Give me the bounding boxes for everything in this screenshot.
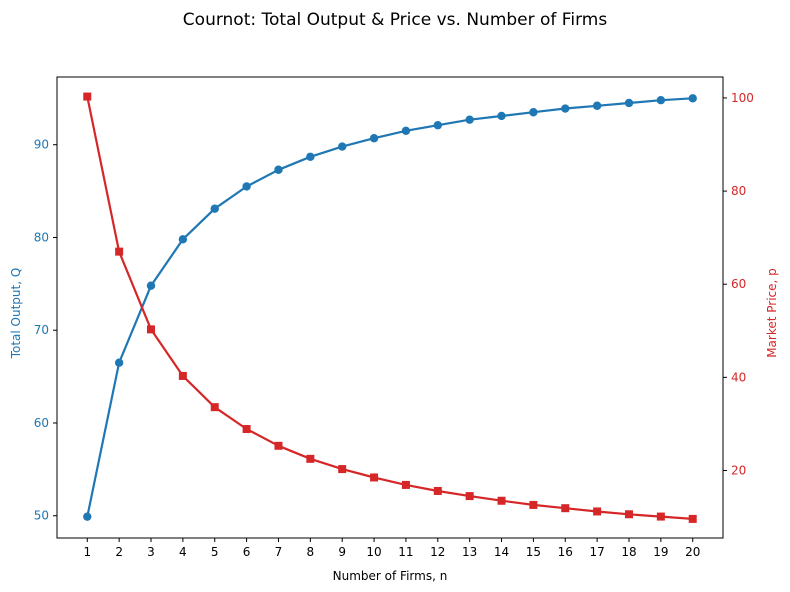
price-point [688, 514, 697, 523]
x-axis-title: Number of Firms, n [333, 569, 448, 583]
output-point [338, 142, 347, 151]
output-point [433, 121, 442, 130]
price-point [274, 441, 283, 450]
x-tick-label: 3 [147, 545, 155, 559]
x-tick-label: 4 [179, 545, 187, 559]
output-point [561, 104, 570, 113]
x-tick-label: 20 [685, 545, 700, 559]
output-point [210, 204, 219, 213]
output-point [497, 111, 506, 121]
output-point [592, 101, 602, 110]
y-right-tick-label: 80 [731, 184, 746, 198]
output-point [83, 512, 92, 521]
output-point [274, 165, 283, 174]
price-point [497, 496, 506, 505]
x-tick-label: 16 [558, 545, 573, 559]
x-tick-label: 2 [115, 545, 123, 559]
x-tick-label: 19 [653, 545, 668, 559]
output-point [656, 95, 666, 105]
x-tick-label: 8 [307, 545, 315, 559]
price-point [561, 504, 570, 513]
output-point [624, 98, 634, 108]
price-point [370, 473, 379, 482]
price-point [656, 512, 665, 521]
output-point [401, 126, 411, 135]
output-point [306, 152, 315, 161]
plot-frame [56, 76, 724, 539]
y-axis-left-title: Total Output, Q [9, 268, 23, 360]
price-point [178, 371, 187, 380]
price-point [593, 507, 602, 516]
chart-title: Cournot: Total Output & Price vs. Number… [183, 10, 608, 30]
output-point [688, 94, 697, 103]
x-tick-label: 11 [398, 545, 413, 559]
x-tick-label: 7 [275, 545, 283, 559]
y-left-tick-label: 90 [34, 138, 49, 152]
output-point [242, 182, 251, 191]
output-series-line [86, 97, 693, 517]
price-point [624, 510, 633, 519]
price-point [338, 465, 347, 474]
price-point [83, 92, 92, 101]
x-tick-label: 10 [366, 545, 381, 559]
x-tick-label: 1 [83, 545, 91, 559]
price-point [306, 454, 315, 463]
y-left-tick-label: 60 [34, 416, 49, 430]
y-right-tick-label: 40 [731, 370, 746, 384]
output-point [178, 235, 188, 244]
output-point [369, 134, 379, 143]
price-point [242, 425, 251, 434]
y-right-tick-label: 100 [731, 91, 754, 105]
x-tick-label: 17 [589, 545, 604, 559]
price-point [147, 325, 156, 334]
y-axis-right-title: Market Price, p [765, 268, 779, 358]
plot-area: 1 2 3 4 5 6 7 8 9 10 11 12 13 14 15 16 17 18 19 20506070809… [34, 76, 754, 559]
price-point [401, 480, 410, 489]
x-tick-label: 18 [621, 545, 636, 559]
price-series-line [86, 96, 693, 520]
price-point [465, 492, 474, 501]
price-point [529, 500, 538, 509]
price-point [210, 403, 219, 412]
y-left-tick-label: 50 [34, 509, 49, 523]
price-point [433, 486, 442, 495]
y-right-tick-label: 20 [731, 463, 746, 477]
x-tick-label: 9 [338, 545, 346, 559]
x-tick-label: 14 [494, 545, 509, 559]
y-left-tick-label: 80 [34, 230, 49, 244]
y-right-tick-label: 60 [731, 277, 746, 291]
output-point [465, 115, 474, 124]
x-tick-label: 6 [243, 545, 251, 559]
x-tick-label: 5 [211, 545, 219, 559]
output-point [529, 108, 538, 117]
y-left-tick-label: 70 [34, 323, 49, 337]
x-tick-label: 13 [462, 545, 477, 559]
output-point [146, 281, 156, 290]
price-point [115, 247, 124, 256]
output-point [114, 358, 124, 367]
x-tick-label: 12 [430, 545, 445, 559]
x-tick-label: 15 [526, 545, 541, 559]
